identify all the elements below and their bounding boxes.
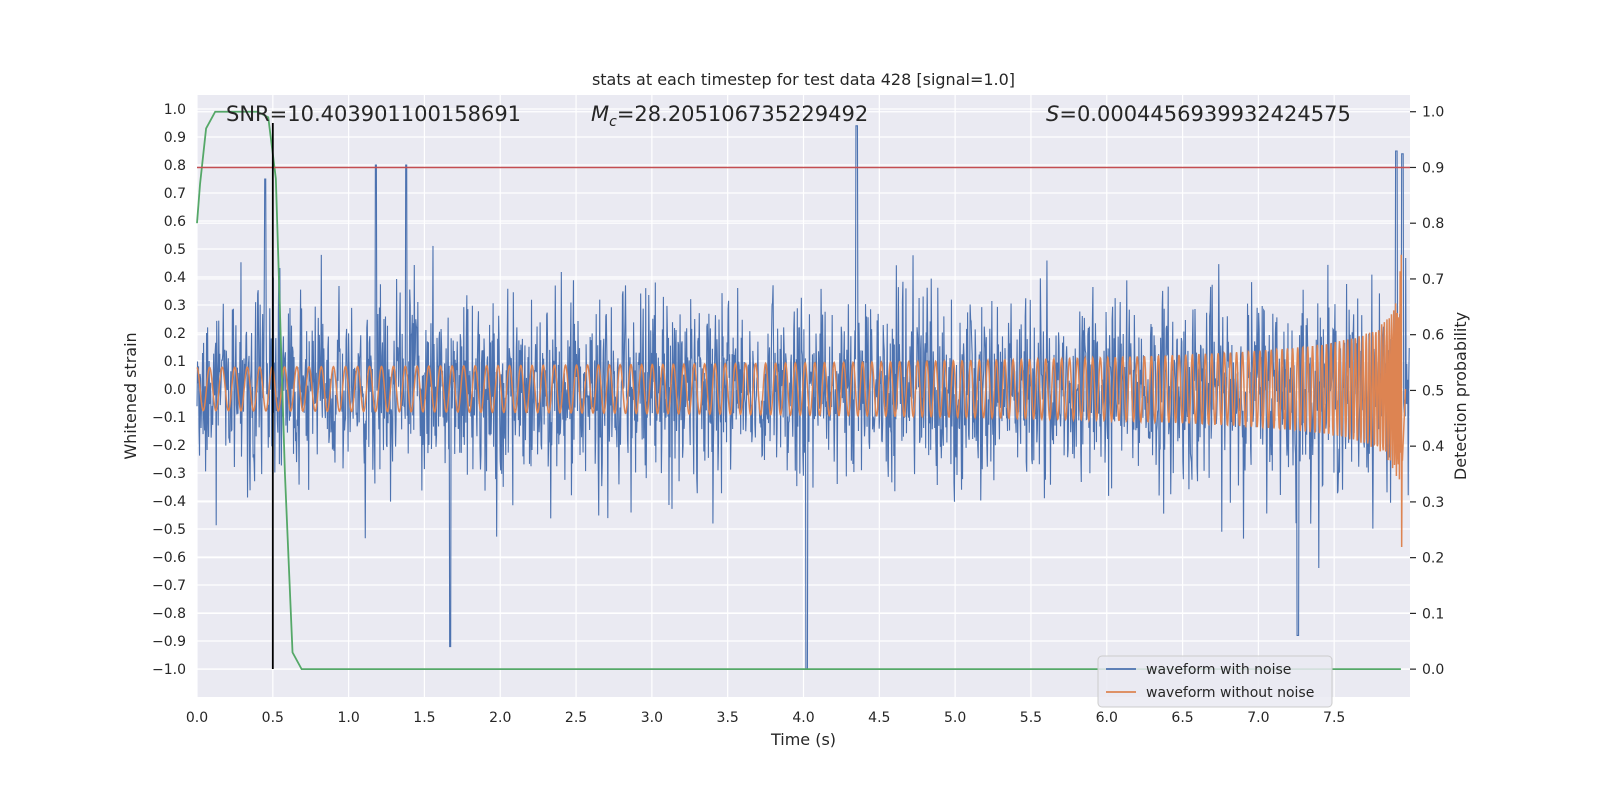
- legend-box: [1097, 655, 1333, 708]
- y-tick-label: 0.0: [164, 382, 186, 398]
- y-tick-label: −0.8: [152, 606, 186, 622]
- y2-tick-label: 0.0: [1422, 662, 1444, 678]
- y-tick-label: 0.1: [164, 354, 186, 370]
- legend-label-waveform-without-noise: waveform without noise: [1146, 685, 1314, 701]
- x-tick-label: 1.0: [337, 710, 359, 726]
- chirp-mass-subscript: c: [609, 114, 617, 130]
- series-waveform-without-noise: [196, 254, 1407, 548]
- y2-tick-label: 0.2: [1422, 551, 1444, 567]
- y-tick-label: −0.9: [152, 634, 186, 650]
- y2-tick-label: 0.4: [1422, 439, 1444, 455]
- y-tick-label: 0.4: [164, 270, 186, 286]
- legend-label-waveform-with-noise: waveform with noise: [1146, 662, 1291, 678]
- y2-axis-label: Detection probability: [1451, 312, 1470, 480]
- y2-tick-label: 0.6: [1422, 328, 1444, 344]
- y-tick-label: −0.3: [152, 466, 186, 482]
- x-tick-label: 2.5: [565, 710, 587, 726]
- tick-labels: 0.0 0.5 1.0 1.5 2.0 2.5 3.0 3.5 4.0 4.5 5.0 5.5 6.0 6…: [152, 102, 1444, 726]
- y2-tick-label: 0.7: [1422, 272, 1444, 288]
- x-axis-label: Time (s): [770, 730, 836, 749]
- s-value: =0.0004456939932424575: [1059, 102, 1351, 126]
- chirp-mass-value: =28.205106735229492: [617, 102, 868, 126]
- y-tick-label: 1.0: [164, 102, 186, 118]
- y2-tick-label: 0.1: [1422, 606, 1444, 622]
- y-tick-label: 0.8: [164, 158, 186, 174]
- x-tick-label: 4.0: [792, 710, 814, 726]
- series-detection-probability: [196, 110, 1401, 671]
- x-tick-label: 0.5: [262, 710, 284, 726]
- x-tick-label: 6.0: [1096, 710, 1118, 726]
- legend: waveform with noise waveform without noi…: [1097, 655, 1333, 708]
- y-axis-label: Whitened strain: [121, 332, 140, 459]
- snr-annotation: SNR=10.403901100158691: [226, 102, 521, 126]
- x-tick-label: 3.5: [717, 710, 739, 726]
- y2-tick-label: 0.9: [1422, 160, 1444, 176]
- x-tick-label: 4.5: [868, 710, 890, 726]
- y-tick-label: 0.7: [164, 186, 186, 202]
- y-tick-label: −0.1: [152, 410, 186, 426]
- y-tick-label: 0.3: [164, 298, 186, 314]
- y-tick-label: −0.7: [152, 578, 186, 594]
- chirp-mass-symbol: M: [591, 102, 609, 126]
- y-tick-label: −0.6: [152, 550, 186, 566]
- s-annotation: S=0.0004456939932424575: [1046, 102, 1351, 126]
- x-tick-label: 5.5: [1020, 710, 1042, 726]
- x-tick-label: 2.0: [489, 710, 511, 726]
- y-tick-label: 0.6: [164, 214, 186, 230]
- x-tick-label: 3.0: [641, 710, 663, 726]
- y-tick-label: 0.9: [164, 130, 186, 146]
- y-tick-label: −0.2: [152, 438, 186, 454]
- x-tick-label: 6.5: [1171, 710, 1193, 726]
- y-tick-label: −1.0: [152, 662, 186, 678]
- waveform-without-noise-line: [196, 254, 1407, 548]
- x-tick-label: 7.0: [1247, 710, 1269, 726]
- x-tick-label: 1.5: [413, 710, 435, 726]
- x-tick-label: 7.5: [1323, 710, 1345, 726]
- y2-tick-label: 0.3: [1422, 495, 1444, 511]
- y-tick-label: −0.5: [152, 522, 186, 538]
- y2-tick-label: 0.5: [1422, 383, 1444, 399]
- y2-tick-label: 0.8: [1422, 216, 1444, 232]
- y-tick-label: 0.2: [164, 326, 186, 342]
- detection-probability-line: [196, 110, 1401, 671]
- s-symbol: S: [1046, 102, 1059, 126]
- y-tick-label: −0.4: [152, 494, 186, 510]
- x-tick-label: 0.0: [186, 710, 208, 726]
- x-tick-label: 5.0: [944, 710, 966, 726]
- chart-title: stats at each timestep for test data 428…: [592, 70, 1015, 89]
- y2-tick-label: 1.0: [1422, 105, 1444, 121]
- y-tick-label: 0.5: [164, 242, 186, 258]
- chirp-mass-annotation: Mc=28.205106735229492: [591, 102, 868, 130]
